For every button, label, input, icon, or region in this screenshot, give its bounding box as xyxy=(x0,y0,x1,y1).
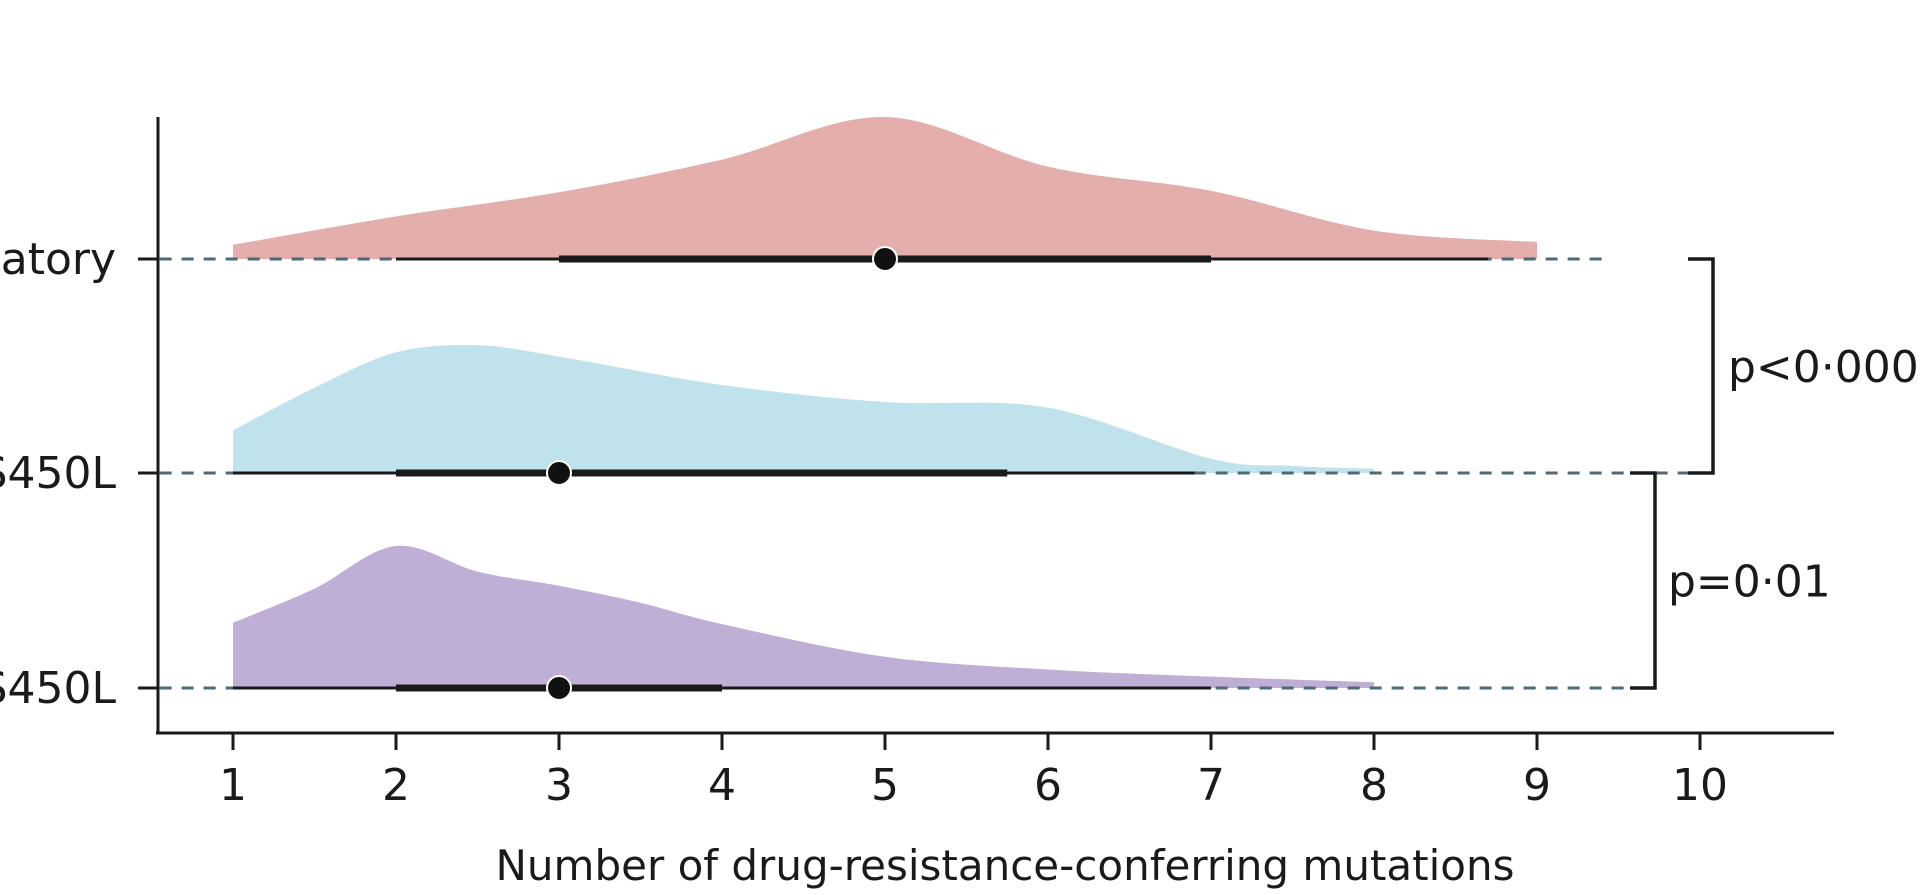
median-point xyxy=(546,460,572,486)
x-tick-label: 3 xyxy=(545,760,573,811)
x-tick-label: 5 xyxy=(871,760,899,811)
density-area xyxy=(233,116,1537,260)
row-label: S450L xyxy=(0,663,116,714)
ridge-group-2: S450L xyxy=(0,344,1692,499)
p-value-label: p=0·01 xyxy=(1668,557,1831,608)
median-point xyxy=(546,675,572,701)
x-tick-label: 9 xyxy=(1523,760,1551,811)
x-axis-title: Number of drug-resistance-conferring mut… xyxy=(496,841,1515,890)
x-tick-label: 10 xyxy=(1672,760,1728,811)
x-tick-label: 8 xyxy=(1360,760,1388,811)
comparison-bracket xyxy=(1630,471,1657,690)
x-tick-label: 4 xyxy=(708,760,736,811)
row-label: S450L xyxy=(0,448,116,499)
axes-layer xyxy=(156,117,1834,735)
ridges-layer: satory S450L S450L xyxy=(0,116,1692,714)
ridge-group-1: satory xyxy=(0,116,1611,285)
row-label: satory xyxy=(0,234,116,285)
x-tick-label: 6 xyxy=(1034,760,1062,811)
comparison-bracket xyxy=(1688,257,1715,475)
density-area xyxy=(233,545,1374,688)
ridge-group-3: S450L xyxy=(0,545,1643,714)
density-area xyxy=(233,344,1374,473)
p-value-label: p<0·0001 xyxy=(1728,342,1920,393)
median-point xyxy=(872,246,898,272)
comparison-brackets: p<0·0001 p=0·01 xyxy=(1630,257,1920,690)
x-tick-label: 1 xyxy=(219,760,247,811)
x-tick-label: 7 xyxy=(1197,760,1225,811)
x-ticks: 1 2 3 4 5 6 7 8 9 10 xyxy=(219,733,1728,811)
x-tick-label: 2 xyxy=(382,760,410,811)
